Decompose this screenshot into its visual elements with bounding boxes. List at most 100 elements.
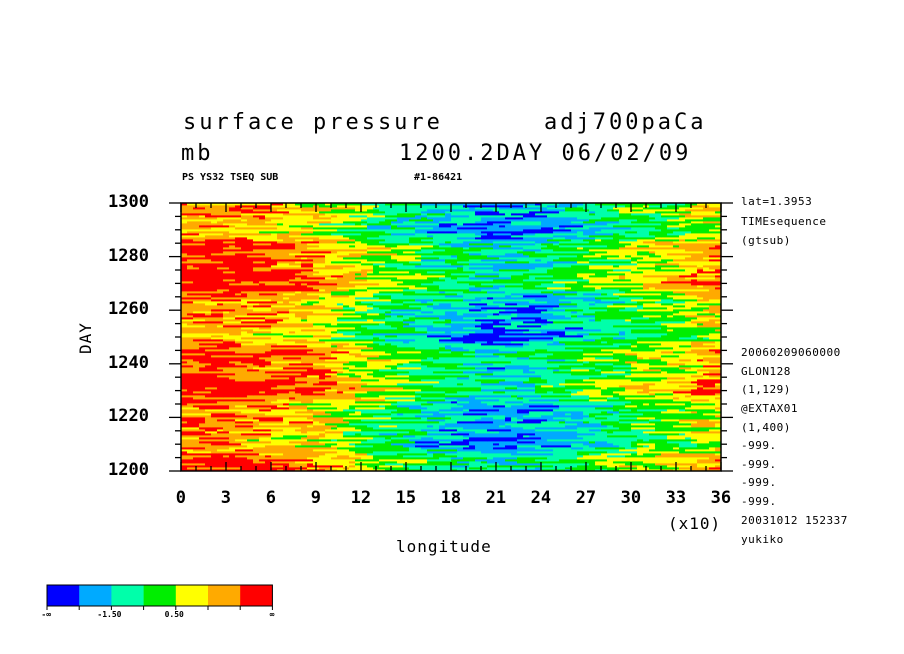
- heatmap-cell: [289, 237, 320, 240]
- heatmap-cell: [595, 287, 602, 290]
- heatmap-cell: [451, 273, 476, 276]
- heatmap-cell: [523, 331, 542, 334]
- heatmap-cell: [181, 301, 194, 304]
- heatmap-cell: [277, 469, 284, 472]
- heatmap-cell: [385, 399, 416, 402]
- heatmap-cell: [505, 251, 518, 254]
- heatmap-cell: [619, 443, 632, 446]
- heatmap-cell: [229, 289, 248, 292]
- heatmap-cell: [583, 259, 590, 262]
- heatmap-cell: [445, 275, 470, 278]
- heatmap-cell: [307, 375, 320, 378]
- heatmap-cell: [277, 229, 308, 232]
- heatmap-cell: [589, 227, 614, 230]
- heatmap-cell: [547, 355, 560, 358]
- heatmap-cell: [547, 297, 554, 300]
- heatmap-cell: [277, 315, 296, 318]
- heatmap-cell: [343, 439, 368, 442]
- heatmap-cell: [457, 377, 470, 380]
- heatmap-cell: [619, 223, 650, 226]
- heatmap-cell: [637, 441, 668, 444]
- heatmap-cell: [271, 349, 290, 352]
- heatmap-cell: [499, 335, 530, 338]
- heatmap-cell: [571, 325, 590, 328]
- heatmap-cell: [307, 363, 314, 366]
- heatmap-cell: [217, 263, 248, 266]
- heatmap-cell: [643, 307, 668, 310]
- heatmap-cell: [391, 223, 410, 226]
- heatmap-cell: [499, 443, 512, 446]
- heatmap-cell: [247, 359, 266, 362]
- heatmap-cell: [211, 451, 218, 454]
- heatmap-cell: [673, 351, 686, 354]
- heatmap-cell: [631, 293, 662, 296]
- heatmap-cell: [475, 431, 500, 434]
- heatmap-cell: [691, 307, 710, 310]
- heatmap-cell: [673, 445, 680, 448]
- heatmap-cell: [307, 211, 320, 214]
- heatmap-cell: [637, 411, 644, 414]
- heatmap-cell: [421, 307, 434, 310]
- heatmap-cell: [499, 287, 524, 290]
- heatmap-cell: [307, 405, 332, 408]
- heatmap-cell: [493, 279, 524, 282]
- heatmap-cell: [433, 337, 452, 340]
- heatmap-cell: [595, 237, 614, 240]
- heatmap-cell: [415, 361, 434, 364]
- heatmap-cell: [385, 435, 404, 438]
- heatmap-cell: [361, 403, 392, 406]
- heatmap-cell: [457, 343, 482, 346]
- heatmap-cell: [601, 217, 620, 220]
- heatmap-cell: [265, 461, 272, 464]
- heatmap-cell: [313, 363, 344, 366]
- heatmap-cell: [337, 443, 350, 446]
- heatmap-cell: [361, 269, 374, 272]
- heatmap-cell: [589, 295, 620, 298]
- heatmap-cell: [715, 397, 722, 400]
- heatmap-cell: [397, 225, 404, 228]
- heatmap-cell: [529, 353, 536, 356]
- heatmap-cell: [655, 217, 680, 220]
- heatmap-cell: [463, 307, 482, 310]
- heatmap-cell: [343, 273, 356, 276]
- heatmap-cell: [499, 439, 506, 442]
- heatmap-cell: [481, 347, 488, 350]
- heatmap-cell: [193, 359, 224, 362]
- heatmap-cell: [631, 259, 638, 262]
- heatmap-cell: [481, 317, 512, 320]
- heatmap-cell: [619, 277, 626, 280]
- heatmap-cell: [559, 407, 578, 410]
- heatmap-cell: [337, 219, 362, 222]
- heatmap-cell: [583, 413, 590, 416]
- heatmap-cell: [679, 387, 698, 390]
- heatmap-cell: [457, 455, 476, 458]
- heatmap-cell: [505, 405, 512, 408]
- heatmap-cell: [637, 377, 644, 380]
- heatmap-cell: [205, 267, 218, 270]
- heatmap-cell: [241, 381, 272, 384]
- heatmap-cell: [451, 433, 470, 436]
- heatmap-cell: [649, 219, 668, 222]
- heatmap-cell: [403, 413, 434, 416]
- heatmap-cell: [649, 251, 656, 254]
- heatmap-cell: [469, 209, 494, 212]
- heatmap-cell: [331, 369, 350, 372]
- heatmap-cell: [715, 423, 722, 426]
- heatmap-cell: [709, 271, 722, 274]
- heatmap-cell: [505, 393, 530, 396]
- heatmap-cell: [703, 251, 722, 254]
- heatmap-cell: [535, 467, 542, 470]
- heatmap-cell: [553, 259, 584, 262]
- heatmap-cell: [205, 365, 224, 368]
- heatmap-cell: [337, 317, 356, 320]
- heatmap-cell: [487, 217, 494, 220]
- heatmap-cell: [511, 203, 536, 206]
- heatmap-cell: [367, 387, 386, 390]
- heatmap-cell: [187, 215, 200, 218]
- heatmap-cell: [397, 245, 410, 248]
- heatmap-cell: [559, 245, 584, 248]
- heatmap-cell: [661, 235, 680, 238]
- heatmap-cell: [385, 339, 416, 342]
- heatmap-cell: [265, 413, 296, 416]
- heatmap-cell: [439, 225, 452, 228]
